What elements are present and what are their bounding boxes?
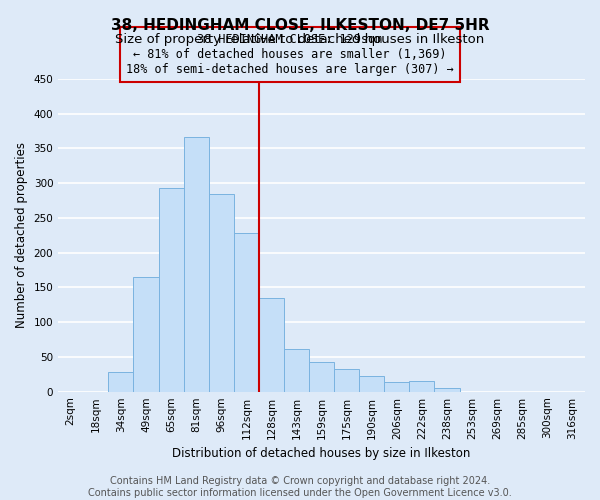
Text: Size of property relative to detached houses in Ilkeston: Size of property relative to detached ho… <box>115 32 485 46</box>
X-axis label: Distribution of detached houses by size in Ilkeston: Distribution of detached houses by size … <box>172 447 471 460</box>
Bar <box>133 277 158 392</box>
Bar <box>234 234 259 392</box>
Bar <box>184 136 209 392</box>
Bar <box>385 382 409 392</box>
Bar <box>209 194 234 392</box>
Text: 38, HEDINGHAM CLOSE, ILKESTON, DE7 5HR: 38, HEDINGHAM CLOSE, ILKESTON, DE7 5HR <box>110 18 490 32</box>
Text: 38 HEDINGHAM CLOSE: 129sqm
← 81% of detached houses are smaller (1,369)
18% of s: 38 HEDINGHAM CLOSE: 129sqm ← 81% of deta… <box>126 33 454 76</box>
Bar <box>334 370 359 392</box>
Bar <box>359 376 385 392</box>
Bar <box>309 362 334 392</box>
Bar <box>284 348 309 392</box>
Bar <box>409 382 434 392</box>
Bar <box>109 372 133 392</box>
Bar <box>259 298 284 392</box>
Text: Contains HM Land Registry data © Crown copyright and database right 2024.
Contai: Contains HM Land Registry data © Crown c… <box>88 476 512 498</box>
Bar <box>434 388 460 392</box>
Y-axis label: Number of detached properties: Number of detached properties <box>15 142 28 328</box>
Bar <box>158 188 184 392</box>
